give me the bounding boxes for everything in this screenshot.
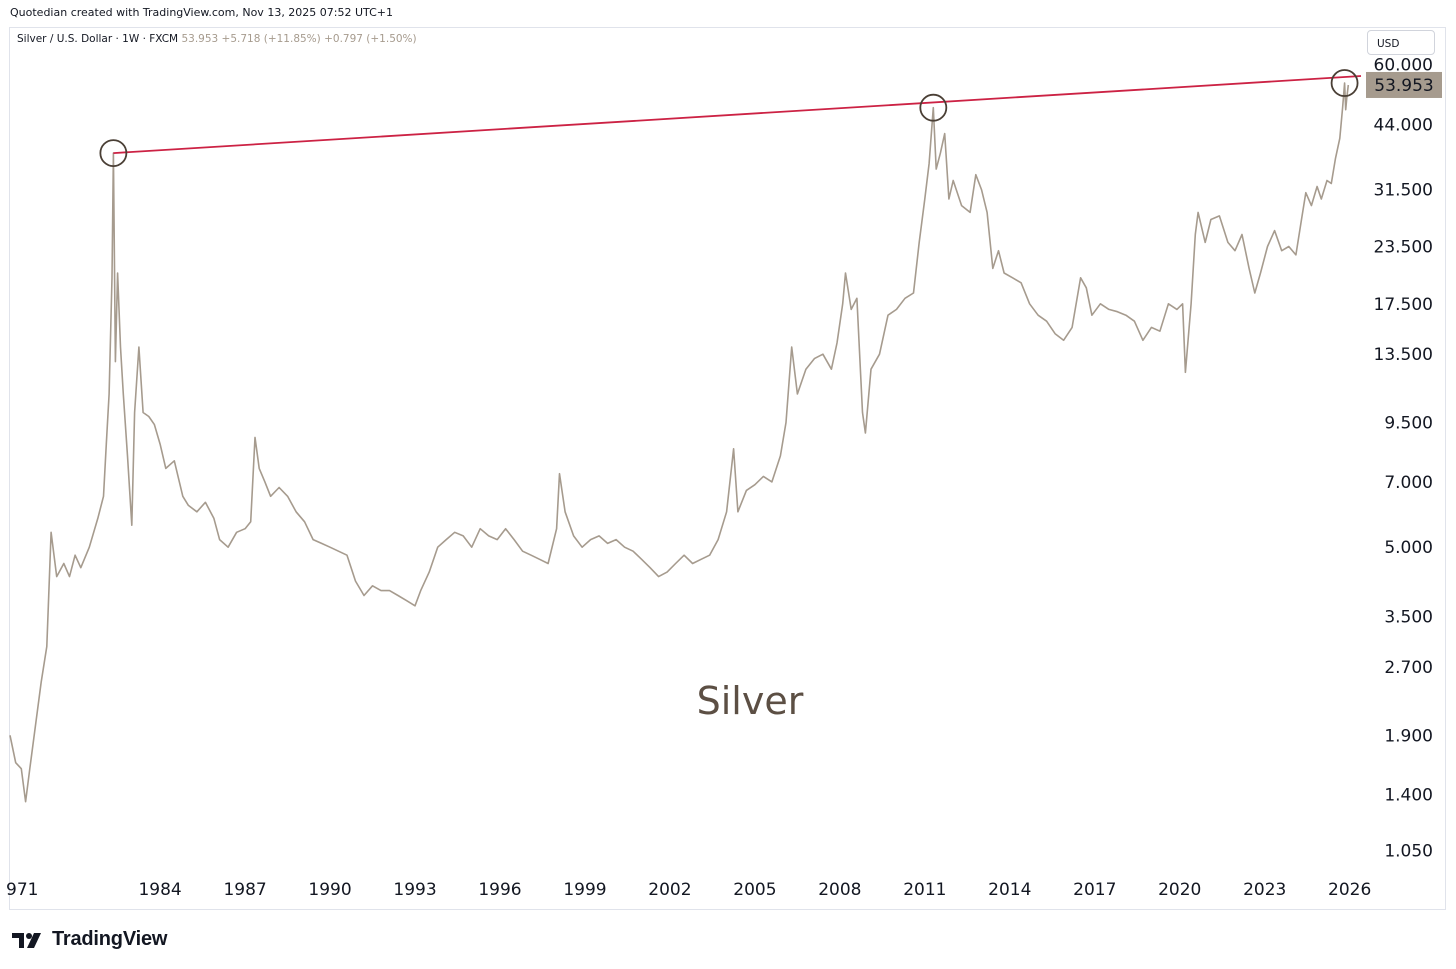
- x-tick-label: 2020: [1158, 880, 1201, 900]
- x-tick-label: 2002: [648, 880, 691, 900]
- chart-caption: Quotedian created with TradingView.com, …: [10, 6, 394, 19]
- x-tick-label: 2005: [733, 880, 776, 900]
- peak-circle-marker: [99, 139, 128, 167]
- y-tick-label: 60.000: [1374, 55, 1433, 75]
- price-series-line: [9, 82, 1350, 803]
- last-price-label: 53.953: [1374, 76, 1433, 96]
- x-tick-label: 1987: [223, 880, 266, 900]
- currency-button[interactable]: USD: [1367, 30, 1435, 55]
- x-tick-label: 1984: [138, 880, 181, 900]
- y-tick-label: 1.050: [1384, 842, 1433, 862]
- x-tick-label: 1996: [478, 880, 521, 900]
- x-tick-label: 2014: [988, 880, 1031, 900]
- tradingview-logo-text: TradingView: [52, 928, 168, 950]
- symbol-legend[interactable]: Silver / U.S. Dollar · 1W · FXCM 53.953 …: [17, 33, 417, 45]
- legend-values: 53.953 +5.718 (+11.85%) +0.797 (+1.50%): [181, 33, 417, 45]
- y-tick-label: 5.000: [1384, 538, 1433, 558]
- x-tick-label: 2023: [1243, 880, 1286, 900]
- x-tick-label: 971: [6, 880, 38, 900]
- y-tick-label: 44.000: [1374, 116, 1433, 136]
- y-tick-label: 31.500: [1374, 181, 1433, 201]
- x-tick-label: 2011: [903, 880, 946, 900]
- resistance-trendline: [113, 75, 1362, 154]
- y-tick-label: 23.500: [1374, 237, 1433, 257]
- x-tick-label: 1990: [308, 880, 351, 900]
- last-price-badge: [1366, 71, 1442, 98]
- x-tick-label: 2017: [1073, 880, 1116, 900]
- chart-title-watermark: Silver: [697, 679, 804, 723]
- x-axis: 971 1984 1987 1990 1993 1996 1999 2002 2005 2008 2…: [6, 880, 1371, 900]
- y-tick-label: 1.400: [1384, 786, 1433, 806]
- y-tick-label: 1.900: [1384, 726, 1433, 746]
- peak-circle-marker: [919, 93, 948, 122]
- y-axis: 60.000 44.000 31.500 23.500 17.500 13.500 9.50…: [1374, 55, 1433, 861]
- x-tick-label: 1993: [393, 880, 436, 900]
- x-tick-label: 2026: [1328, 880, 1371, 900]
- y-tick-label: 3.500: [1384, 608, 1433, 628]
- chart-frame: [9, 27, 1446, 910]
- legend-symbol: Silver / U.S. Dollar · 1W · FXCM: [17, 33, 179, 45]
- tradingview-logo[interactable]: TradingView: [12, 928, 167, 951]
- y-tick-label: 2.700: [1384, 658, 1433, 678]
- y-tick-label: 13.500: [1374, 345, 1433, 365]
- peak-circle-marker: [1330, 69, 1359, 97]
- y-tick-label: 7.000: [1384, 473, 1433, 493]
- y-tick-label: 17.500: [1374, 295, 1433, 315]
- y-tick-label: 9.500: [1384, 414, 1433, 434]
- x-tick-label: 1999: [563, 880, 606, 900]
- x-tick-label: 2008: [818, 880, 861, 900]
- tradingview-logo-icon: [12, 932, 41, 948]
